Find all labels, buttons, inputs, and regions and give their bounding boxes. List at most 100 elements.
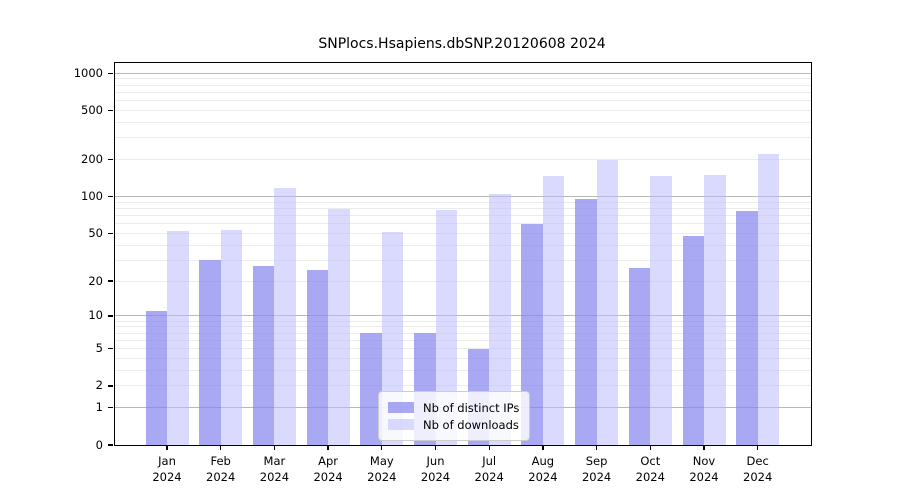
y-axis-tick-label: 50: [88, 225, 103, 240]
minor-gridline: [115, 339, 811, 341]
minor-gridline: [115, 137, 811, 139]
x-axis-tick: [381, 445, 383, 450]
bar-distinct-ips-oct: [628, 267, 651, 445]
x-axis-tick: [434, 445, 437, 450]
legend-swatch-distinct-ips: [388, 402, 414, 413]
x-axis-tick-label: Jan 2024: [152, 454, 182, 484]
x-axis-tick-label: Jul 2024: [474, 454, 504, 484]
x-axis-tick-label: Sep 2024: [581, 454, 612, 484]
x-axis-tick: [166, 445, 168, 450]
x-axis-tick-label: Jun 2024: [420, 454, 451, 484]
plot-area: 0 1 2 5 10 20 50 100 200 500 1000 Jan 2024 Feb 2024 Mar…: [74, 62, 812, 484]
y-axis-tick: [108, 195, 113, 198]
x-axis-tick: [757, 445, 759, 450]
bar-distinct-ips-aug: [521, 223, 543, 445]
x-axis-tick: [595, 445, 598, 450]
bar-distinct-ips-mar: [252, 265, 275, 445]
x-axis-tick: [220, 445, 222, 450]
legend-swatch-downloads: [388, 419, 414, 430]
major-gridline: [115, 72, 811, 74]
y-axis-tick-label: 1000: [73, 65, 103, 80]
y-axis-tick: [108, 280, 113, 282]
minor-gridline: [115, 201, 811, 203]
bar-distinct-ips-feb: [199, 260, 221, 445]
x-axis-tick-label: Apr 2024: [313, 454, 343, 484]
y-axis-tick: [108, 232, 113, 235]
y-axis-tick: [108, 347, 113, 350]
y-axis-tick-label: 20: [88, 273, 103, 288]
minor-gridline: [115, 259, 811, 261]
minor-gridline: [115, 215, 811, 217]
minor-gridline: [115, 326, 811, 328]
minor-gridline: [115, 369, 811, 371]
y-axis-tick: [108, 444, 113, 446]
minor-gridline: [115, 91, 811, 93]
bar-distinct-ips-nov: [682, 235, 704, 445]
y-axis-tick-label: 100: [81, 189, 103, 204]
y-axis-tick-label: 1: [95, 400, 103, 415]
bar-downloads-jan: [167, 231, 189, 445]
bar-distinct-ips-sep: [575, 198, 597, 445]
minor-gridline: [115, 208, 811, 210]
bar-downloads-apr: [328, 209, 350, 445]
x-axis-tick: [649, 445, 651, 450]
legend-label-distinct-ips: Nb of distinct IPs: [423, 400, 520, 415]
bar-distinct-ips-dec: [736, 211, 758, 445]
y-axis-tick: [108, 72, 113, 74]
legend-item-distinct-ips: Nb of distinct IPs: [388, 399, 519, 416]
y-axis-tick-label: 10: [88, 308, 103, 323]
x-axis-tick-label: Nov 2024: [689, 454, 719, 484]
y-axis-tick: [108, 315, 113, 317]
x-axis-tick: [488, 445, 490, 450]
minor-gridline: [115, 84, 811, 86]
bar-downloads-nov: [704, 175, 726, 445]
minor-gridline: [115, 100, 811, 102]
x-axis-tick: [703, 445, 705, 450]
minor-gridline: [115, 332, 811, 334]
minor-gridline: [115, 357, 811, 359]
bar-downloads-dec: [757, 153, 780, 445]
y-axis-tick-label: 5: [95, 341, 103, 356]
bar-distinct-ips-jan: [145, 311, 167, 445]
bar-downloads-aug: [542, 175, 565, 445]
minor-gridline: [115, 159, 811, 161]
bar-downloads-jun: [435, 209, 457, 445]
legend: Nb of distinct IPs Nb of downloads: [378, 391, 531, 441]
x-axis-tick-label: Mar 2024: [259, 454, 290, 484]
x-axis-tick-label: May 2024: [367, 454, 397, 484]
minor-gridline: [115, 232, 811, 234]
minor-gridline: [115, 385, 811, 387]
legend-label-downloads: Nb of downloads: [423, 417, 519, 432]
x-axis-tick-label: Aug 2024: [528, 454, 558, 484]
bar-downloads-jul: [489, 194, 511, 445]
x-axis-tick-label: Feb 2024: [206, 454, 236, 484]
minor-gridline: [115, 348, 811, 350]
x-axis-tick-label: Oct 2024: [635, 454, 665, 484]
y-axis-tick: [108, 158, 113, 161]
minor-gridline: [115, 121, 811, 123]
bar-downloads-mar: [274, 187, 296, 445]
x-axis-tick: [542, 445, 544, 450]
y-axis-tick: [108, 109, 113, 112]
y-axis-tick-label: 200: [81, 152, 103, 167]
legend-item-downloads: Nb of downloads: [388, 416, 519, 433]
y-axis-tick: [108, 385, 113, 387]
y-axis-tick-label: 2: [95, 378, 103, 393]
bar-downloads-feb: [220, 230, 243, 445]
minor-gridline: [115, 110, 811, 111]
x-axis-tick: [327, 445, 329, 450]
y-axis-tick-label: 500: [81, 102, 103, 117]
minor-gridline: [115, 223, 811, 225]
minor-gridline: [115, 320, 811, 322]
x-axis-tick-label: Dec 2024: [743, 454, 773, 484]
bar-downloads-sep: [596, 160, 619, 445]
bar-distinct-ips-may: [360, 333, 382, 445]
major-gridline: [115, 315, 811, 317]
bar-distinct-ips-apr: [306, 269, 329, 445]
minor-gridline: [115, 280, 811, 282]
minor-gridline: [115, 78, 811, 80]
major-gridline: [115, 196, 811, 198]
x-axis-tick: [273, 445, 276, 450]
y-axis-tick: [108, 407, 113, 409]
